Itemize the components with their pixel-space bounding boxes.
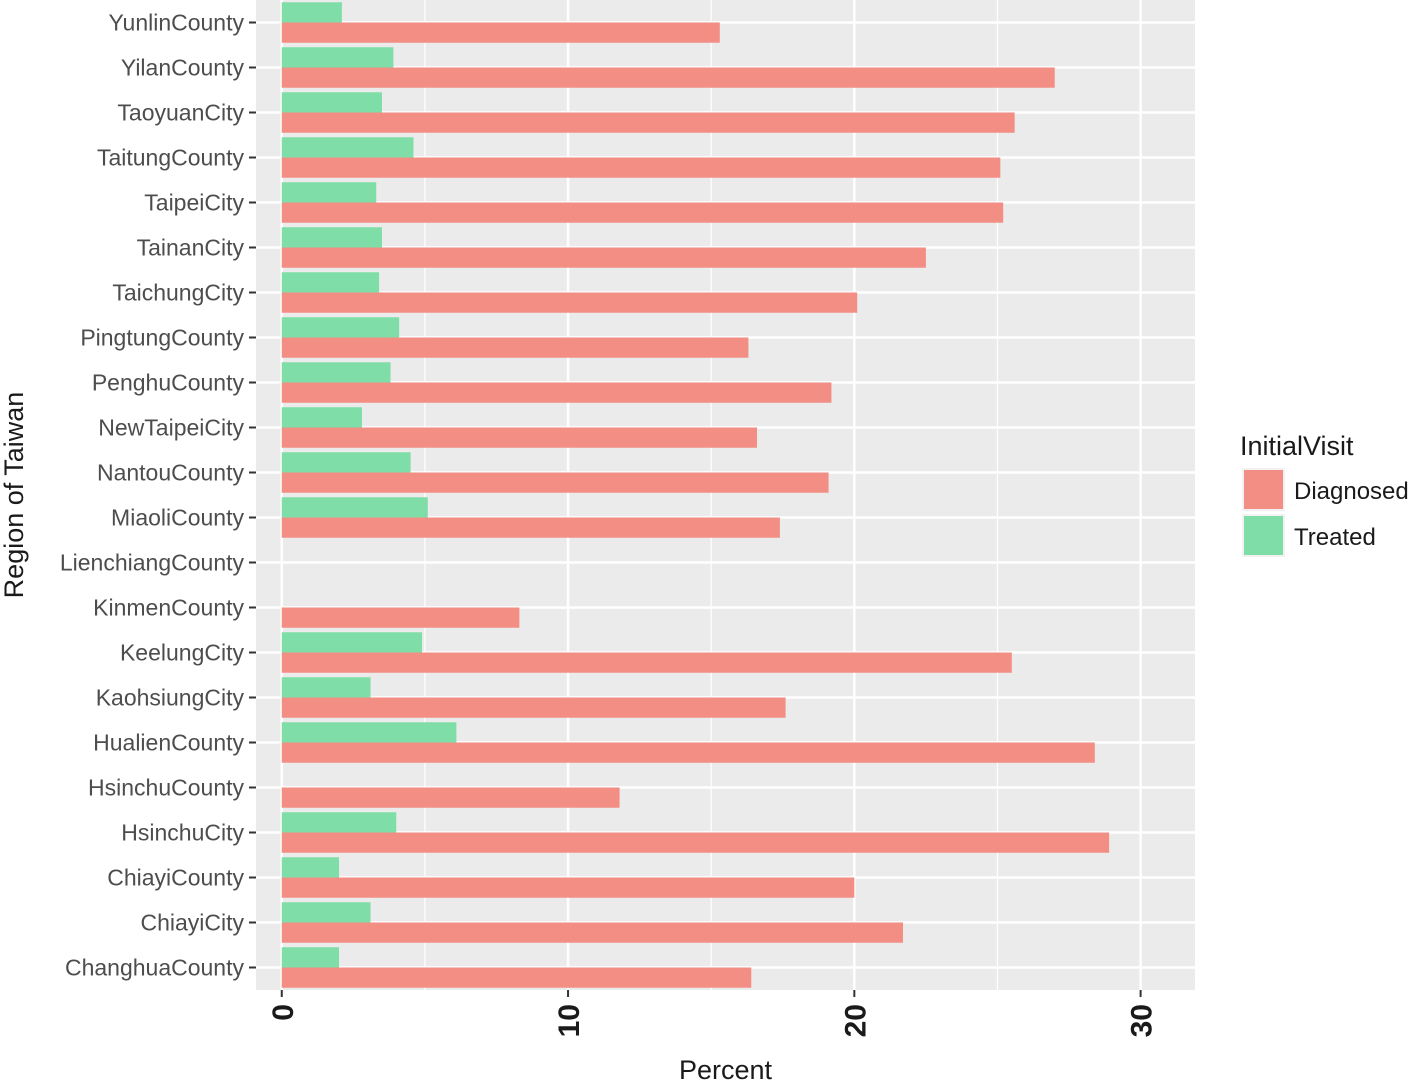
bar-diagnosed-TaichungCity [281, 292, 858, 313]
y-axis: YunlinCounty YilanCounty TaoyuanCity Taitun… [60, 10, 256, 981]
y-tick-label: LienchiangCounty [60, 550, 245, 576]
legend-label-diagnosed: Diagnosed [1294, 478, 1409, 505]
bar-treated-ChanghuaCounty [281, 947, 340, 968]
bar-treated-TaipeiCity [281, 182, 377, 203]
bar-diagnosed-ChanghuaCounty [281, 967, 752, 988]
y-tick-label: HsinchuCity [121, 820, 244, 846]
bar-treated-KeelungCity [281, 632, 423, 653]
y-tick-label: TaichungCity [112, 280, 244, 306]
y-tick-label: NewTaipeiCity [98, 415, 244, 441]
bar-treated-MiaoliCounty [281, 497, 428, 518]
bar-treated-PingtungCounty [281, 317, 400, 338]
y-tick-label: KaohsiungCity [96, 685, 245, 711]
bars [281, 2, 1110, 988]
bar-diagnosed-KeelungCity [281, 652, 1012, 673]
y-tick-label: TainanCity [137, 235, 245, 261]
y-tick-label: YunlinCounty [108, 10, 244, 36]
y-tick-label: ChiayiCounty [107, 865, 244, 891]
bar-diagnosed-NantouCounty [281, 472, 829, 493]
bar-diagnosed-HualienCounty [281, 742, 1095, 763]
y-tick-label: ChiayiCity [140, 910, 244, 936]
bar-diagnosed-TaitungCounty [281, 157, 1001, 178]
x-tick-label: 20 [839, 1004, 872, 1037]
bar-diagnosed-KaohsiungCity [281, 697, 786, 718]
y-tick-label: PenghuCounty [92, 370, 245, 396]
bar-diagnosed-HsinchuCounty [281, 787, 620, 808]
y-tick-label: HualienCounty [93, 730, 244, 756]
y-tick-label: TaitungCounty [97, 145, 245, 171]
y-tick-label: TaoyuanCity [117, 100, 244, 126]
bar-treated-HsinchuCity [281, 812, 397, 833]
bar-treated-KaohsiungCity [281, 677, 371, 698]
x-tick-label: 30 [1126, 1004, 1159, 1037]
legend-swatch-diagnosed [1244, 470, 1283, 509]
y-tick-label: YilanCounty [121, 55, 245, 81]
x-tick-label: 10 [553, 1004, 586, 1037]
legend-title: InitialVisit [1240, 431, 1354, 461]
bar-diagnosed-MiaoliCounty [281, 517, 780, 538]
x-axis: 0 10 20 30 [267, 990, 1159, 1037]
bar-diagnosed-YilanCounty [281, 67, 1055, 88]
bar-treated-ChiayiCity [281, 902, 371, 923]
bar-treated-NantouCounty [281, 452, 411, 473]
y-tick-label: TaipeiCity [144, 190, 244, 216]
bar-diagnosed-NewTaipeiCity [281, 427, 757, 448]
y-tick-label: PingtungCounty [80, 325, 244, 351]
bar-treated-PenghuCounty [281, 362, 391, 383]
bar-treated-ChiayiCounty [281, 857, 340, 878]
y-tick-label: HsinchuCounty [88, 775, 244, 801]
bar-treated-YilanCounty [281, 47, 394, 68]
y-tick-label: MiaoliCounty [111, 505, 244, 531]
bar-diagnosed-YunlinCounty [281, 22, 720, 43]
bar-treated-YunlinCounty [281, 2, 342, 23]
y-tick-label: KinmenCounty [93, 595, 244, 621]
bar-diagnosed-TaipeiCity [281, 202, 1004, 223]
bar-diagnosed-ChiayiCounty [281, 877, 855, 898]
y-axis-title: Region of Taiwan [0, 392, 29, 599]
legend: InitialVisit Diagnosed Treated [1240, 431, 1409, 557]
x-axis-title: Percent [679, 1055, 773, 1083]
bar-treated-TaoyuanCity [281, 92, 382, 113]
bar-treated-HualienCounty [281, 722, 457, 743]
legend-swatch-treated [1244, 516, 1283, 555]
bar-diagnosed-HsinchuCity [281, 832, 1110, 853]
bar-diagnosed-KinmenCounty [281, 607, 520, 628]
legend-label-treated: Treated [1294, 524, 1376, 551]
bar-treated-TainanCity [281, 227, 382, 248]
bar-diagnosed-TainanCity [281, 247, 926, 268]
y-tick-label: NantouCounty [97, 460, 245, 486]
x-tick-label: 0 [267, 1004, 300, 1021]
y-tick-label: ChanghuaCounty [65, 955, 245, 981]
bar-diagnosed-PingtungCounty [281, 337, 749, 358]
bar-treated-NewTaipeiCity [281, 407, 362, 428]
bar-treated-TaichungCity [281, 272, 380, 293]
bar-diagnosed-ChiayiCity [281, 922, 903, 943]
bar-diagnosed-PenghuCounty [281, 382, 832, 403]
bar-diagnosed-TaoyuanCity [281, 112, 1015, 133]
bar-treated-TaitungCounty [281, 137, 414, 158]
y-tick-label: KeelungCity [120, 640, 245, 666]
